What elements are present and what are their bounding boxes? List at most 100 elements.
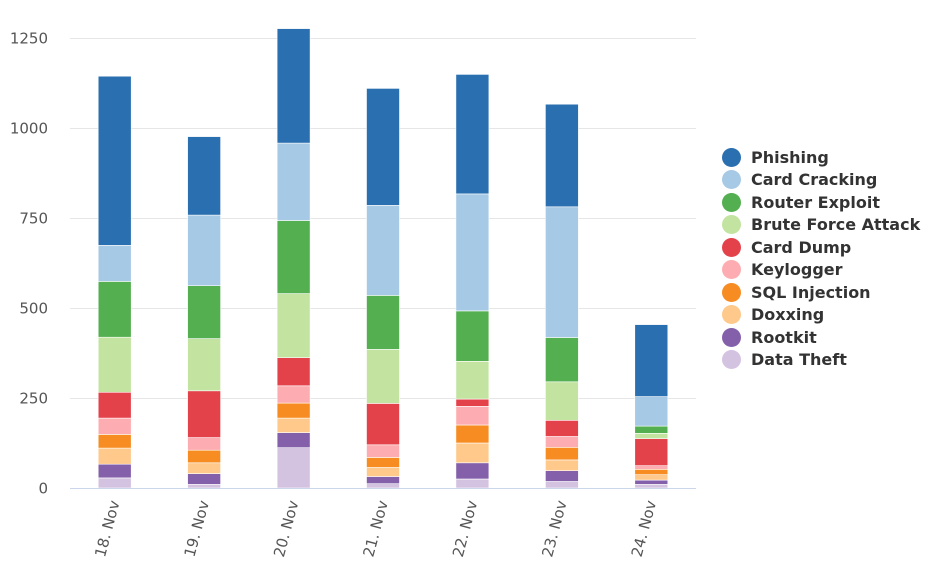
bar-segment[interactable]: [366, 295, 400, 350]
bar-segment[interactable]: [276, 402, 311, 419]
bar-segment[interactable]: [455, 310, 490, 362]
bar-segment[interactable]: [545, 103, 579, 208]
bar-segment[interactable]: [366, 483, 400, 489]
bar-segment[interactable]: [276, 142, 311, 221]
bar-segment[interactable]: [276, 385, 311, 404]
x-tick-label: 24. Nov: [628, 498, 660, 559]
legend-item[interactable]: Router Exploit: [722, 191, 920, 214]
bar-segment[interactable]: [276, 447, 311, 489]
bar-segment[interactable]: [455, 398, 490, 407]
bar-segment[interactable]: [97, 463, 132, 479]
legend-item[interactable]: Data Theft: [722, 349, 920, 372]
legend-marker-icon: [722, 192, 741, 212]
legend-item[interactable]: Card Cracking: [722, 169, 920, 192]
bar-segment[interactable]: [276, 417, 311, 433]
bar-segment[interactable]: [545, 337, 579, 383]
legend-marker-icon: [722, 305, 741, 325]
bar-segment[interactable]: [545, 436, 579, 448]
legend-item[interactable]: Card Dump: [722, 236, 920, 259]
y-tick-label: 500: [19, 300, 48, 318]
bar-segment[interactable]: [366, 476, 400, 484]
bar-segment[interactable]: [455, 74, 490, 195]
legend-item[interactable]: SQL Injection: [722, 281, 920, 304]
bar-segment[interactable]: [187, 449, 221, 464]
bar-segment[interactable]: [276, 28, 311, 144]
bar-segment[interactable]: [545, 459, 579, 471]
bar-segment[interactable]: [276, 293, 311, 359]
bar-segment[interactable]: [97, 245, 132, 282]
bar-segment[interactable]: [634, 479, 669, 485]
bar-segment[interactable]: [545, 419, 579, 437]
bar-stack[interactable]: [545, 103, 579, 489]
bar-stack[interactable]: [276, 28, 311, 489]
bar-segment[interactable]: [455, 478, 490, 489]
bar-segment[interactable]: [187, 462, 221, 474]
bar-segment[interactable]: [366, 403, 400, 446]
bar-stack[interactable]: [366, 88, 400, 489]
legend-label: SQL Injection: [751, 282, 871, 302]
bar-segment[interactable]: [634, 425, 669, 434]
bar-segment[interactable]: [634, 468, 669, 475]
bar-segment[interactable]: [276, 220, 311, 294]
legend-marker-icon: [722, 260, 741, 280]
bar-segment[interactable]: [366, 88, 400, 206]
bar-segment[interactable]: [545, 446, 579, 461]
bar-segment[interactable]: [97, 417, 132, 435]
bar-segment[interactable]: [634, 396, 669, 427]
y-tick-label: 250: [19, 390, 48, 408]
bar-segment[interactable]: [366, 467, 400, 477]
bar-segment[interactable]: [366, 444, 400, 458]
bar-segment[interactable]: [187, 285, 221, 339]
bar-segment[interactable]: [187, 136, 221, 216]
bar-segment[interactable]: [187, 390, 221, 438]
bar-segment[interactable]: [276, 432, 311, 449]
bar-segment[interactable]: [366, 205, 400, 296]
bar-segment[interactable]: [97, 75, 132, 246]
bar-segment[interactable]: [634, 432, 669, 439]
bar-segment[interactable]: [97, 434, 132, 449]
bar-segment[interactable]: [187, 437, 221, 451]
bar-segment[interactable]: [366, 349, 400, 404]
bar-segment[interactable]: [455, 462, 490, 480]
legend-item[interactable]: Doxxing: [722, 304, 920, 327]
bar-segment[interactable]: [97, 477, 132, 489]
bar-segment[interactable]: [545, 470, 579, 482]
bar-segment[interactable]: [634, 465, 669, 470]
legend-item[interactable]: Keylogger: [722, 259, 920, 282]
bar-stack[interactable]: [455, 74, 490, 489]
bar-segment[interactable]: [97, 391, 132, 419]
legend-label: Card Dump: [751, 237, 852, 257]
bar-segment[interactable]: [545, 206, 579, 338]
bar-segment[interactable]: [545, 481, 579, 489]
y-tick-label: 0: [38, 480, 48, 498]
bar-segment[interactable]: [634, 324, 669, 397]
bar-segment[interactable]: [97, 281, 132, 338]
bar-stack[interactable]: [97, 75, 132, 489]
bar-segment[interactable]: [455, 360, 490, 400]
legend-item[interactable]: Brute Force Attack: [722, 214, 920, 237]
bar-segment[interactable]: [97, 447, 132, 465]
bar-segment[interactable]: [455, 424, 490, 444]
legend-marker-icon: [722, 327, 741, 347]
bar-segment[interactable]: [545, 381, 579, 421]
bar-stack[interactable]: [634, 324, 669, 489]
bar-segment[interactable]: [455, 193, 490, 312]
bar-segment[interactable]: [455, 405, 490, 426]
legend-label: Rootkit: [751, 327, 817, 347]
bar-segment[interactable]: [276, 357, 311, 387]
bar-segment[interactable]: [366, 457, 400, 468]
bar-segment[interactable]: [97, 336, 132, 393]
legend-marker-icon: [722, 237, 741, 257]
bar-segment[interactable]: [187, 338, 221, 392]
bar-segment[interactable]: [634, 438, 669, 467]
bar-segment[interactable]: [187, 214, 221, 287]
bar-segment[interactable]: [455, 442, 490, 464]
bar-segment[interactable]: [187, 473, 221, 485]
bar-segment[interactable]: [634, 474, 669, 481]
bar-stack[interactable]: [187, 136, 221, 489]
bar-segment[interactable]: [634, 484, 669, 489]
bar-segment[interactable]: [187, 484, 221, 489]
legend-item[interactable]: Phishing: [722, 146, 920, 169]
legend-item[interactable]: Rootkit: [722, 326, 920, 349]
legend-marker-icon: [722, 350, 741, 370]
